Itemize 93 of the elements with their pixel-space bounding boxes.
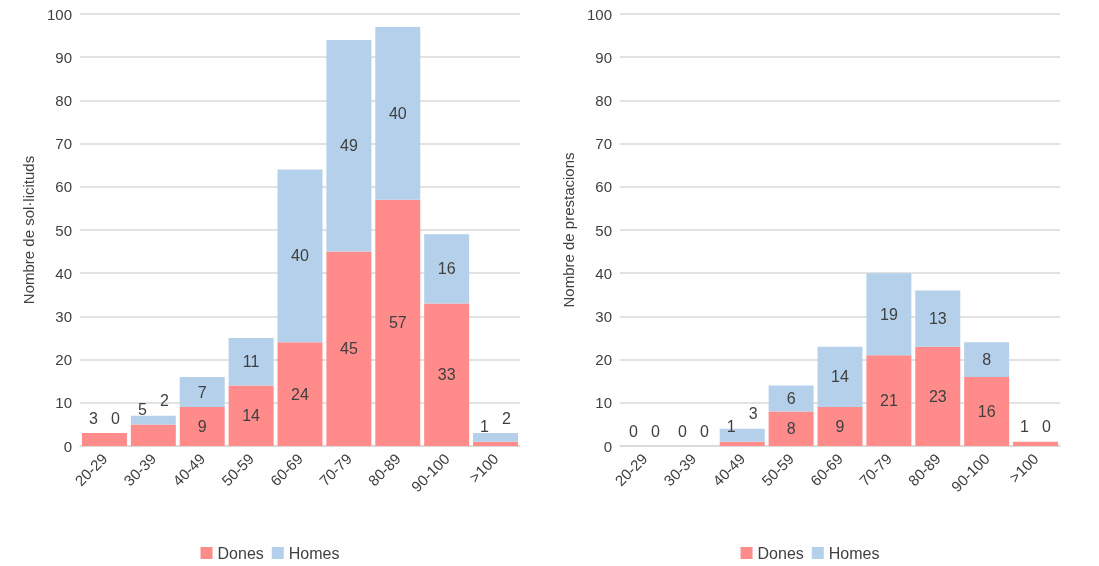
data-label: 23 [928,387,947,405]
data-label: 0 [1042,418,1052,436]
bar [228,338,274,386]
bar [866,355,912,446]
data-label: 40 [291,247,309,265]
y-tick-label: 20 [55,351,72,369]
y-axis-title: Nombre de prestacions [560,152,578,308]
bar [768,385,814,412]
y-tick-label: 20 [595,351,612,369]
y-axis-title: Nombre de sol·licituds [20,155,38,305]
y-tick-label: 30 [55,307,72,325]
data-label: 1 [1020,418,1030,436]
bar [1013,441,1059,446]
data-label: 11 [242,353,260,371]
bar [473,433,519,442]
y-tick-label: 70 [55,135,72,153]
bar [719,441,765,446]
data-label: 2 [159,392,169,410]
bar [473,441,519,446]
data-label: 8 [786,420,796,438]
bar [768,411,814,446]
bar [375,26,421,200]
data-label: 21 [879,392,898,410]
bar [424,303,470,446]
y-tick-label: 90 [595,48,612,66]
y-tick-label: 0 [63,437,72,455]
bar [228,385,274,446]
data-label: 24 [291,385,309,403]
y-tick-label: 80 [55,91,72,109]
y-tick-label: 50 [595,221,612,239]
bar [277,342,323,446]
data-label: 0 [628,422,638,440]
data-label: 0 [650,422,660,440]
data-label: 0 [110,409,120,427]
bar [817,346,863,408]
y-tick-label: 30 [595,307,612,325]
bar [964,376,1010,446]
y-tick-label: 10 [595,394,612,412]
y-tick-label: 10 [55,394,72,412]
y-tick-label: 80 [595,91,612,109]
data-label: 33 [437,366,456,384]
data-label: 9 [197,418,207,436]
bar [81,433,127,446]
data-label: 3 [88,409,98,427]
legend-label: Homes [828,544,880,562]
bar [277,169,323,343]
data-label: 19 [879,305,898,323]
y-tick-label: 70 [595,135,612,153]
bar [326,251,372,446]
legend-label: Homes [288,544,340,562]
bar [964,342,1010,377]
y-tick-label: 100 [46,5,72,23]
bar [375,199,421,446]
bar [179,407,225,446]
data-label: 5 [137,400,147,418]
data-label: 40 [388,104,407,122]
data-label: 1 [726,418,736,436]
data-label: 0 [677,422,687,440]
bar [130,415,176,425]
bar [326,39,372,252]
bar [179,376,225,408]
y-tick-label: 90 [55,48,72,66]
bar [817,407,863,446]
y-tick-label: 0 [603,437,612,455]
data-label: 1 [480,418,490,436]
data-label: 45 [339,340,358,358]
y-tick-label: 60 [55,178,72,196]
legend-label: Dones [757,544,804,562]
data-label: 49 [339,137,358,155]
y-tick-label: 40 [55,264,72,282]
data-label: 6 [786,389,796,407]
data-label: 2 [502,409,512,427]
data-label: 8 [982,351,992,369]
y-tick-label: 50 [55,221,72,239]
legend-label: Dones [217,544,264,562]
data-label: 16 [977,402,996,420]
data-label: 14 [831,368,849,386]
bar [130,424,176,446]
bar [424,234,470,304]
y-tick-label: 60 [595,178,612,196]
y-tick-label: 100 [586,5,612,23]
data-label: 0 [699,422,709,440]
data-label: 14 [242,407,261,425]
data-label: 3 [748,405,758,423]
bar [866,273,912,356]
data-label: 9 [835,418,845,436]
y-tick-label: 40 [595,264,612,282]
bar [915,290,961,347]
bar [915,346,961,446]
data-label: 57 [388,314,407,332]
data-label: 7 [197,383,207,401]
data-label: 16 [437,260,456,278]
data-label: 13 [928,310,947,328]
